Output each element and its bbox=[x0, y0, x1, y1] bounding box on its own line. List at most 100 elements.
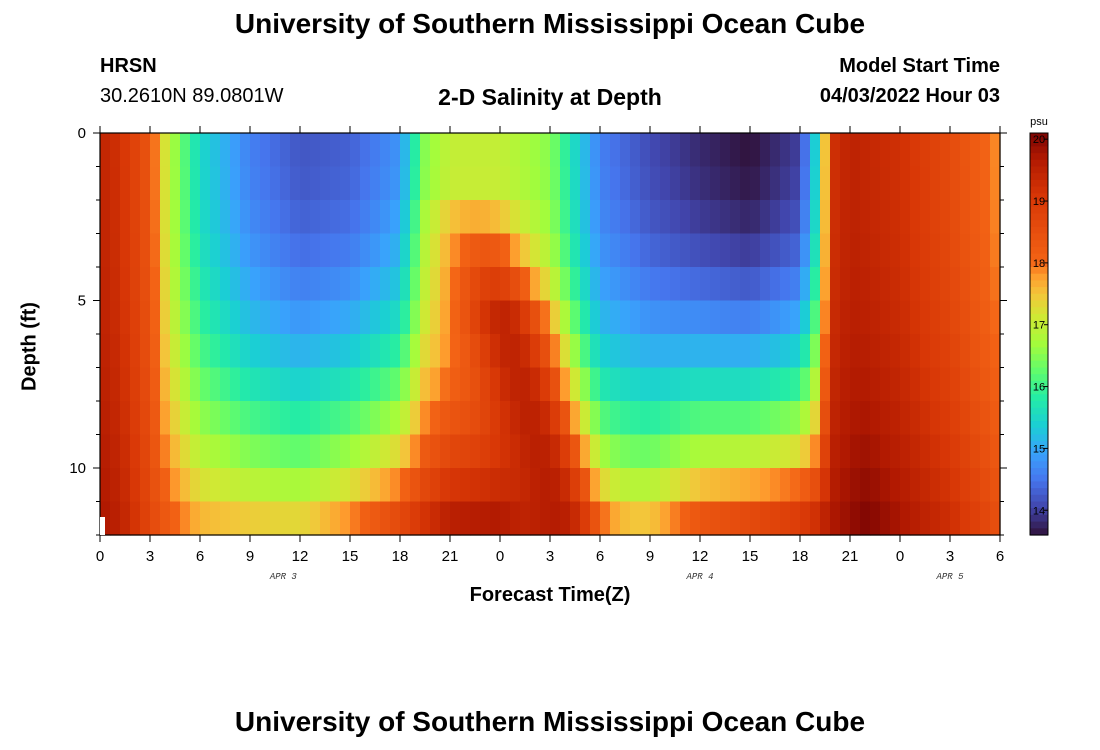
heatmap-cell bbox=[220, 334, 231, 369]
heatmap-cell bbox=[430, 401, 441, 436]
heatmap-cell bbox=[920, 501, 931, 536]
heatmap-cell bbox=[930, 233, 941, 268]
heatmap-cell bbox=[300, 300, 311, 335]
heatmap-cell bbox=[620, 434, 631, 469]
heatmap-cell bbox=[830, 434, 841, 469]
colorbar-swatch bbox=[1030, 494, 1048, 503]
heatmap-cell bbox=[730, 468, 741, 503]
colorbar-swatch bbox=[1030, 374, 1048, 382]
heatmap-cell bbox=[540, 133, 551, 168]
heatmap-cell bbox=[650, 367, 661, 402]
heatmap-cell bbox=[910, 434, 921, 469]
heatmap-cell bbox=[780, 468, 791, 503]
heatmap-cell bbox=[170, 434, 181, 469]
heatmap-cell bbox=[200, 434, 211, 469]
heatmap-cell bbox=[330, 401, 341, 436]
heatmap-cell bbox=[830, 367, 841, 402]
heatmap-cell bbox=[100, 434, 111, 469]
heatmap-cell bbox=[640, 334, 651, 369]
heatmap-cell bbox=[910, 501, 921, 536]
heatmap-cell bbox=[920, 300, 931, 335]
heatmap-cell bbox=[150, 334, 161, 369]
heatmap-cell bbox=[190, 501, 201, 536]
heatmap-cell bbox=[860, 200, 871, 235]
heatmap-cell bbox=[730, 267, 741, 302]
heatmap-cell bbox=[560, 300, 571, 335]
heatmap-cell bbox=[450, 501, 461, 536]
heatmap-cell bbox=[550, 166, 561, 201]
heatmap-cell bbox=[130, 434, 141, 469]
heatmap-cell bbox=[640, 200, 651, 235]
heatmap-cell bbox=[120, 434, 131, 469]
heatmap-cell bbox=[800, 434, 811, 469]
heatmap-cell bbox=[450, 401, 461, 436]
heatmap-cell bbox=[730, 233, 741, 268]
y-tick-label: 5 bbox=[78, 293, 86, 310]
heatmap-cell bbox=[970, 267, 981, 302]
heatmap-cell bbox=[600, 434, 611, 469]
heatmap-cell bbox=[260, 200, 271, 235]
heatmap-cell bbox=[430, 434, 441, 469]
heatmap-cell bbox=[640, 267, 651, 302]
heatmap-cell bbox=[130, 300, 141, 335]
heatmap-cell bbox=[770, 501, 781, 536]
heatmap-cell bbox=[660, 200, 671, 235]
heatmap-cell bbox=[450, 334, 461, 369]
heatmap-cell bbox=[950, 133, 961, 168]
heatmap-cell bbox=[660, 334, 671, 369]
heatmap-cell bbox=[740, 468, 751, 503]
heatmap-cell bbox=[990, 434, 1001, 469]
heatmap-cell bbox=[100, 401, 111, 436]
heatmap-cell bbox=[570, 233, 581, 268]
heatmap-cell bbox=[670, 200, 681, 235]
heatmap-cell bbox=[370, 367, 381, 402]
heatmap-cell bbox=[820, 401, 831, 436]
heatmap-cell bbox=[670, 267, 681, 302]
heatmap-cell bbox=[840, 200, 851, 235]
heatmap-cell bbox=[680, 334, 691, 369]
colorbar-swatch bbox=[1030, 159, 1048, 168]
heatmap-cell bbox=[280, 300, 291, 335]
heatmap-cell bbox=[920, 434, 931, 469]
heatmap-cell bbox=[500, 267, 511, 302]
heatmap-cell bbox=[780, 166, 791, 201]
heatmap-cell bbox=[420, 468, 431, 503]
colorbar-units: psu bbox=[1030, 116, 1048, 128]
heatmap-cell bbox=[630, 300, 641, 335]
heatmap-cell bbox=[460, 434, 471, 469]
heatmap-cell bbox=[270, 300, 281, 335]
heatmap-cell bbox=[870, 501, 881, 536]
heatmap-cell bbox=[150, 233, 161, 268]
heatmap-cell bbox=[510, 401, 521, 436]
heatmap-cell bbox=[800, 334, 811, 369]
heatmap-cell bbox=[840, 434, 851, 469]
heatmap-cell bbox=[360, 267, 371, 302]
heatmap-cell bbox=[940, 200, 951, 235]
heatmap-cell bbox=[170, 367, 181, 402]
colorbar-swatch bbox=[1030, 213, 1048, 221]
heatmap-cell bbox=[630, 133, 641, 168]
heatmap-cell bbox=[570, 367, 581, 402]
heatmap-cell bbox=[930, 334, 941, 369]
heatmap-cell bbox=[130, 233, 141, 268]
heatmap-cell bbox=[940, 501, 951, 536]
heatmap-cell bbox=[860, 468, 871, 503]
heatmap-cell bbox=[810, 166, 821, 201]
heatmap-cell bbox=[920, 133, 931, 168]
heatmap-cell bbox=[930, 434, 941, 469]
heatmap-cell bbox=[330, 233, 341, 268]
heatmap-cell bbox=[520, 300, 531, 335]
heatmap-cell bbox=[620, 133, 631, 168]
colorbar-tick-label: 16 bbox=[1033, 382, 1045, 394]
heatmap-cell bbox=[140, 501, 151, 536]
axes: 0 3 6 9 12 15 18 21 0 3 6 9 12 15 18 21 0 3 6 APR 3 APR 4 APR… bbox=[69, 125, 1007, 582]
heatmap-cell bbox=[210, 233, 221, 268]
heatmap-cell bbox=[680, 233, 691, 268]
heatmap-cell bbox=[550, 133, 561, 168]
heatmap-cell bbox=[660, 166, 671, 201]
heatmap-cell bbox=[960, 200, 971, 235]
heatmap-cell bbox=[840, 233, 851, 268]
heatmap-cell bbox=[820, 267, 831, 302]
heatmap-cell bbox=[620, 501, 631, 536]
heatmap-cell bbox=[410, 233, 421, 268]
